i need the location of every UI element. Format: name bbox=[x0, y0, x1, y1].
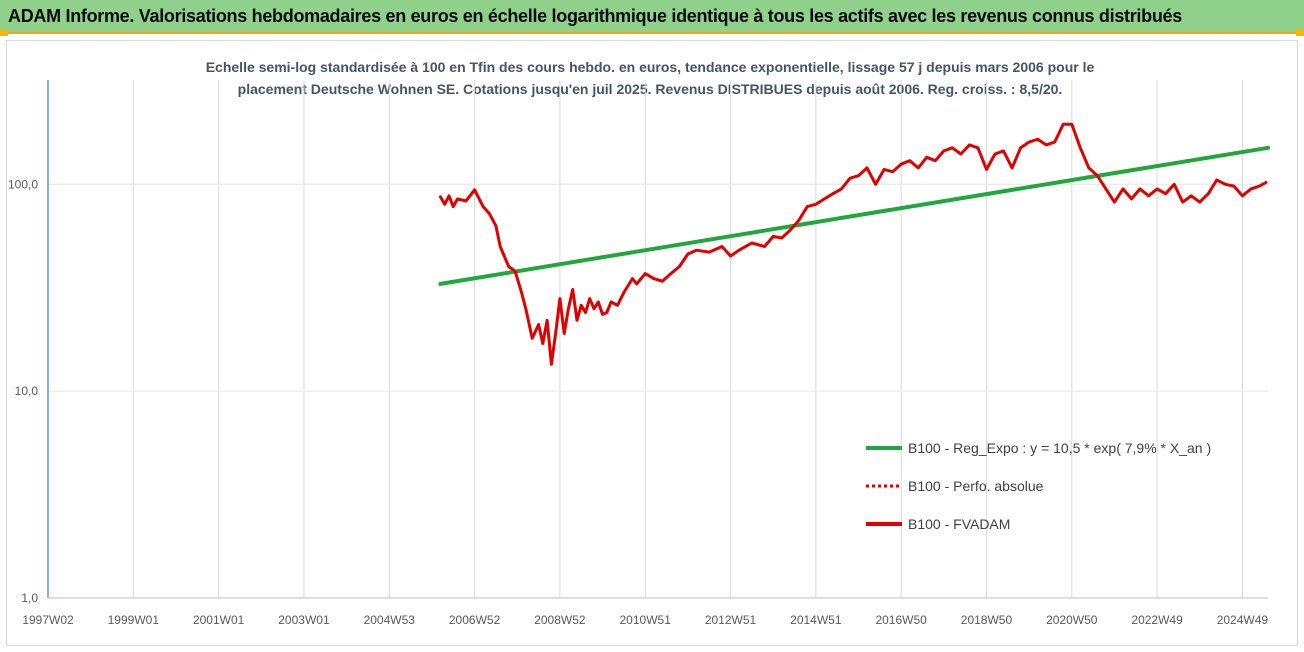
chart-area bbox=[6, 40, 1298, 646]
chart-subtitle: Echelle semi-log standardisée à 100 en T… bbox=[130, 56, 1170, 100]
title-banner: ADAM Informe. Valorisations hebdomadaire… bbox=[0, 0, 1304, 34]
corner-accent-left bbox=[0, 30, 8, 36]
corner-accent-right bbox=[1296, 30, 1304, 36]
subtitle-line-1: Echelle semi-log standardisée à 100 en T… bbox=[205, 59, 1095, 75]
subtitle-line-2: placement Deutsche Wohnen SE. Cotations … bbox=[237, 81, 1063, 97]
banner-title: ADAM Informe. Valorisations hebdomadaire… bbox=[8, 6, 1182, 26]
